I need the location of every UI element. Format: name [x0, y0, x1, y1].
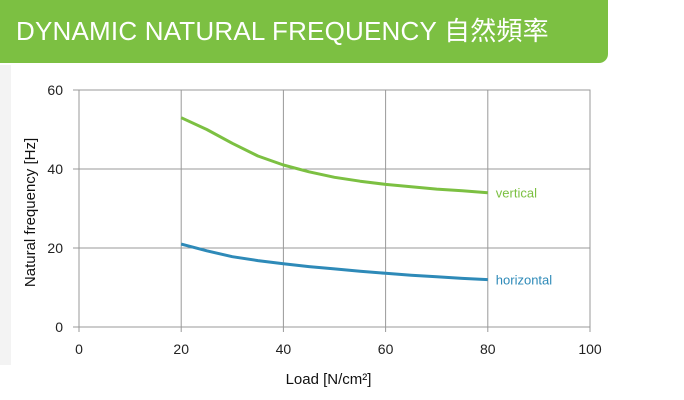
- left-side-band: [0, 65, 11, 365]
- series-line-vertical: [180, 116, 488, 195]
- chart-title: DYNAMIC NATURAL FREQUENCY 自然頻率: [16, 16, 549, 46]
- plot-frame: [78, 89, 591, 328]
- chart-grid: [73, 89, 591, 332]
- chart-series: vertical horizontal: [180, 116, 552, 288]
- x-tick-label: 0: [75, 341, 83, 357]
- series-label-vertical: vertical: [496, 186, 537, 201]
- y-axis-label: Natural frequency [Hz]: [22, 138, 39, 287]
- x-tick-label: 80: [480, 341, 496, 357]
- x-tick-label: 40: [276, 341, 292, 357]
- axis-ticks: 0 20 40 60 80 100 0 20 40 60: [47, 82, 601, 357]
- y-tick-label: 0: [55, 319, 63, 335]
- x-tick-label: 20: [173, 341, 189, 357]
- series-line-horizontal: [180, 242, 488, 282]
- series-label-horizontal: horizontal: [496, 273, 552, 288]
- x-axis-label: Load [N/cm²]: [286, 371, 372, 388]
- title-banner: DYNAMIC NATURAL FREQUENCY 自然頻率: [0, 0, 608, 63]
- y-tick-label: 60: [47, 82, 63, 98]
- y-tick-label: 20: [47, 240, 63, 256]
- y-tick-label: 40: [47, 161, 63, 177]
- x-tick-label: 100: [578, 341, 602, 357]
- x-tick-label: 60: [378, 341, 394, 357]
